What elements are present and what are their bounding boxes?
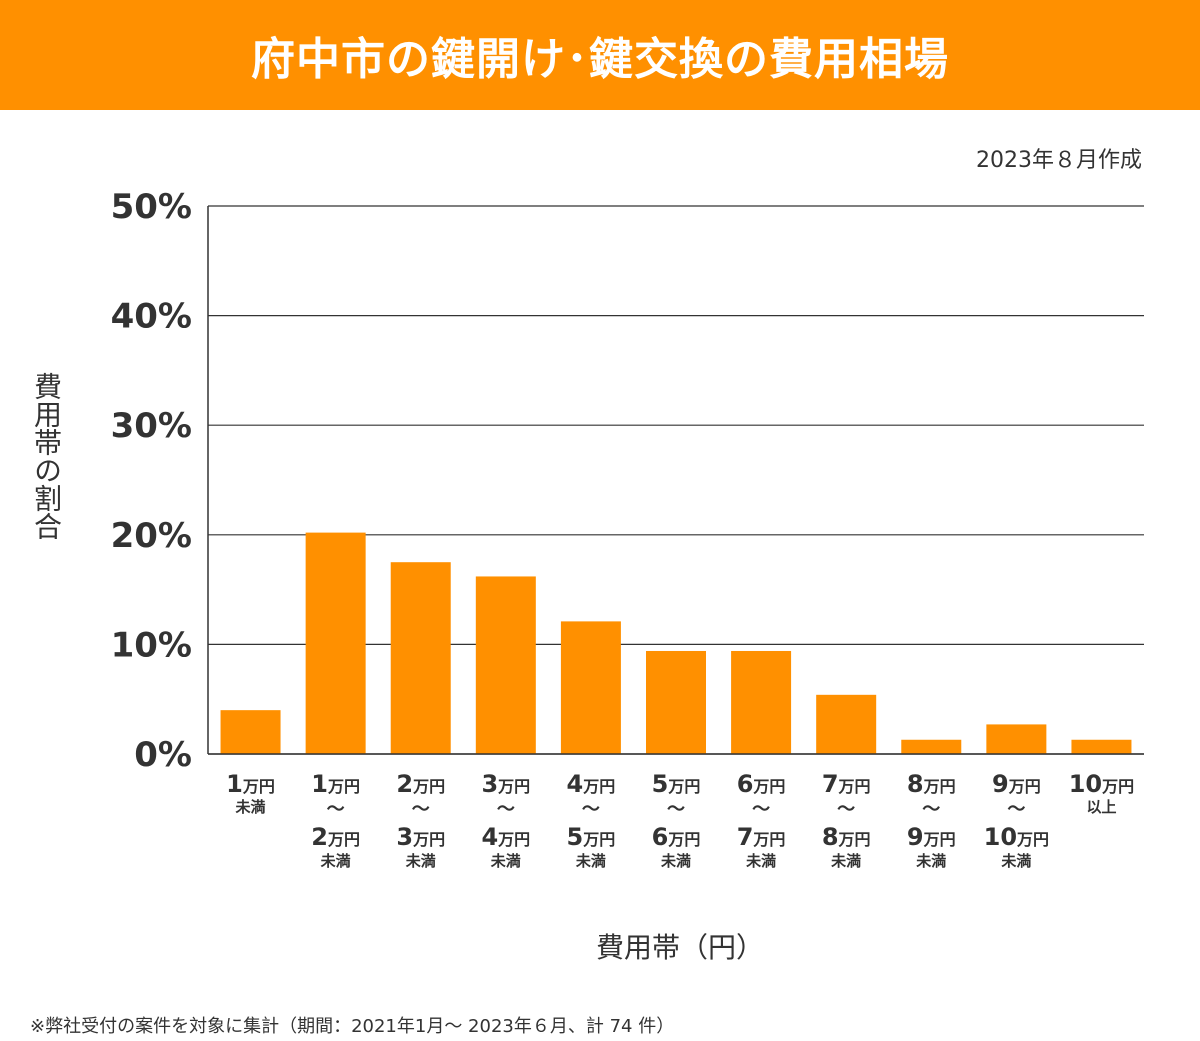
x-tick-amount: 6万円 <box>652 823 701 851</box>
bar-9 <box>986 724 1047 754</box>
bar-7 <box>816 694 877 754</box>
y-tick-label-2: 20% <box>111 516 192 556</box>
x-tick-amount: 1万円 <box>311 770 360 798</box>
x-tick-amount: 9万円 <box>907 823 956 851</box>
x-tick-suffix: 未満 <box>745 852 776 870</box>
bar-3 <box>475 576 536 754</box>
x-tick-suffix: 未満 <box>490 852 521 870</box>
bar-2 <box>390 562 451 754</box>
x-tick-suffix: 未満 <box>235 798 266 816</box>
x-tick-amount: 5万円 <box>567 823 616 851</box>
bar-0 <box>220 710 281 754</box>
title-banner: 府中市の鍵開け･鍵交換の費用相場 <box>0 0 1200 110</box>
bar-10 <box>1071 739 1132 754</box>
x-tick-range-symbol: ～ <box>1007 799 1025 820</box>
x-tick-amount: 9万円 <box>992 770 1041 798</box>
y-axis-label: 費用帯の割合 <box>30 372 63 540</box>
bar-6 <box>731 650 792 754</box>
x-tick-suffix: 未満 <box>405 852 436 870</box>
x-tick-amount: 4万円 <box>481 823 530 851</box>
x-tick-amount: 4万円 <box>567 770 616 798</box>
x-tick-amount: 7万円 <box>737 823 786 851</box>
x-tick-suffix: 未満 <box>575 852 606 870</box>
x-tick-amount: 8万円 <box>822 823 871 851</box>
y-tick-label-1: 10% <box>111 625 192 665</box>
x-tick-range-symbol: ～ <box>327 799 345 820</box>
x-tick-suffix: 未満 <box>660 852 691 870</box>
x-tick-range-symbol: ～ <box>922 799 940 820</box>
x-axis-label: 費用帯（円） <box>595 931 764 964</box>
y-tick-label-5: 50% <box>111 187 192 227</box>
x-tick-range-symbol: ～ <box>837 799 855 820</box>
x-tick-suffix: 未満 <box>830 852 861 870</box>
x-tick-amount: 3万円 <box>396 823 445 851</box>
bar-1 <box>305 532 366 754</box>
x-tick-range-symbol: ～ <box>752 799 770 820</box>
x-tick-range-symbol: ～ <box>582 799 600 820</box>
chart-title: 府中市の鍵開け･鍵交換の費用相場 <box>251 34 949 85</box>
x-tick-amount: 10万円 <box>984 823 1049 851</box>
x-tick-amount: 2万円 <box>396 770 445 798</box>
x-tick-amount: 3万円 <box>481 770 530 798</box>
y-tick-label-4: 40% <box>111 297 192 337</box>
x-tick-amount: 2万円 <box>311 823 360 851</box>
footnote: ※弊社受付の案件を対象に集計（期間：2021年1月～ 2023年６月、計 74 … <box>30 1016 675 1037</box>
x-tick-suffix: 未満 <box>915 852 946 870</box>
x-tick-amount: 10万円 <box>1069 770 1134 798</box>
x-tick-suffix: 未満 <box>320 852 351 870</box>
y-tick-label-0: 0% <box>134 735 192 775</box>
x-tick-suffix: 未満 <box>1000 852 1031 870</box>
x-tick-amount: 6万円 <box>737 770 786 798</box>
x-tick-amount: 5万円 <box>652 770 701 798</box>
bar-5 <box>646 650 706 754</box>
bar-4 <box>560 621 621 754</box>
x-tick-amount: 7万円 <box>822 770 871 798</box>
x-tick-amount: 1万円 <box>226 770 275 798</box>
x-tick-range-symbol: ～ <box>412 799 430 820</box>
created-date: 2023年８月作成 <box>976 148 1142 173</box>
x-tick-suffix: 以上 <box>1086 798 1116 816</box>
x-tick-range-symbol: ～ <box>667 799 685 820</box>
y-tick-label-3: 30% <box>111 406 192 446</box>
x-tick-range-symbol: ～ <box>497 799 515 820</box>
bar-8 <box>901 739 962 754</box>
x-tick-amount: 8万円 <box>907 770 956 798</box>
